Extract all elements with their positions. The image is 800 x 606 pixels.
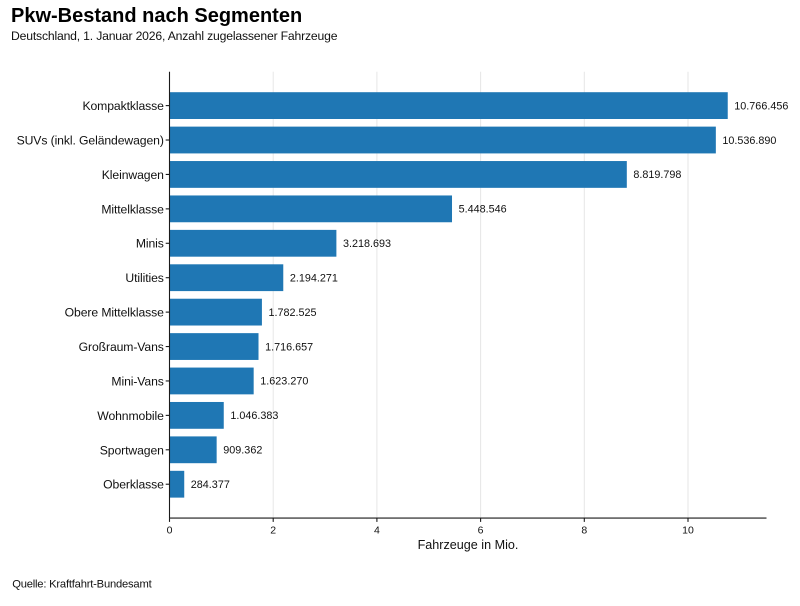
svg-text:Obere Mittelklasse: Obere Mittelklasse bbox=[65, 306, 164, 320]
svg-text:Großraum-Vans: Großraum-Vans bbox=[79, 340, 164, 354]
svg-text:2.194.271: 2.194.271 bbox=[290, 272, 338, 284]
svg-text:Minis: Minis bbox=[136, 237, 164, 251]
svg-text:Sportwagen: Sportwagen bbox=[100, 443, 164, 457]
svg-text:Mittelklasse: Mittelklasse bbox=[101, 202, 164, 216]
svg-text:909.362: 909.362 bbox=[223, 445, 262, 457]
svg-text:1.782.525: 1.782.525 bbox=[269, 307, 317, 319]
svg-text:Kleinwagen: Kleinwagen bbox=[102, 168, 164, 182]
svg-text:10.766.456: 10.766.456 bbox=[734, 100, 788, 112]
svg-text:8: 8 bbox=[581, 525, 587, 537]
svg-text:Oberklasse: Oberklasse bbox=[103, 478, 164, 492]
svg-text:5.448.546: 5.448.546 bbox=[459, 204, 507, 216]
svg-text:1.716.657: 1.716.657 bbox=[265, 341, 313, 353]
svg-text:8.819.798: 8.819.798 bbox=[633, 169, 681, 181]
svg-text:Mini-Vans: Mini-Vans bbox=[111, 374, 163, 388]
svg-text:Fahrzeuge in Mio.: Fahrzeuge in Mio. bbox=[418, 538, 519, 552]
svg-text:3.218.693: 3.218.693 bbox=[343, 238, 391, 250]
svg-text:Wohnmobile: Wohnmobile bbox=[97, 409, 164, 423]
svg-text:1.046.383: 1.046.383 bbox=[230, 410, 278, 422]
svg-text:Deutschland, 1. Januar 2026, A: Deutschland, 1. Januar 2026, Anzahl zuge… bbox=[11, 29, 338, 43]
svg-text:Kompaktklasse: Kompaktklasse bbox=[82, 99, 164, 113]
svg-text:6: 6 bbox=[478, 525, 484, 537]
svg-text:Pkw-Bestand nach Segmenten: Pkw-Bestand nach Segmenten bbox=[11, 5, 302, 27]
svg-text:4: 4 bbox=[374, 525, 380, 537]
svg-text:0: 0 bbox=[167, 525, 173, 537]
svg-text:284.377: 284.377 bbox=[191, 479, 230, 491]
svg-text:1.623.270: 1.623.270 bbox=[260, 376, 308, 388]
svg-text:10.536.890: 10.536.890 bbox=[722, 135, 776, 147]
svg-text:2: 2 bbox=[270, 525, 276, 537]
svg-text:10: 10 bbox=[682, 525, 694, 537]
svg-text:SUVs (inkl. Geländewagen): SUVs (inkl. Geländewagen) bbox=[17, 133, 164, 147]
svg-text:Utilities: Utilities bbox=[125, 271, 163, 285]
svg-text:Quelle: Kraftfahrt-Bundesamt: Quelle: Kraftfahrt-Bundesamt bbox=[12, 578, 152, 590]
